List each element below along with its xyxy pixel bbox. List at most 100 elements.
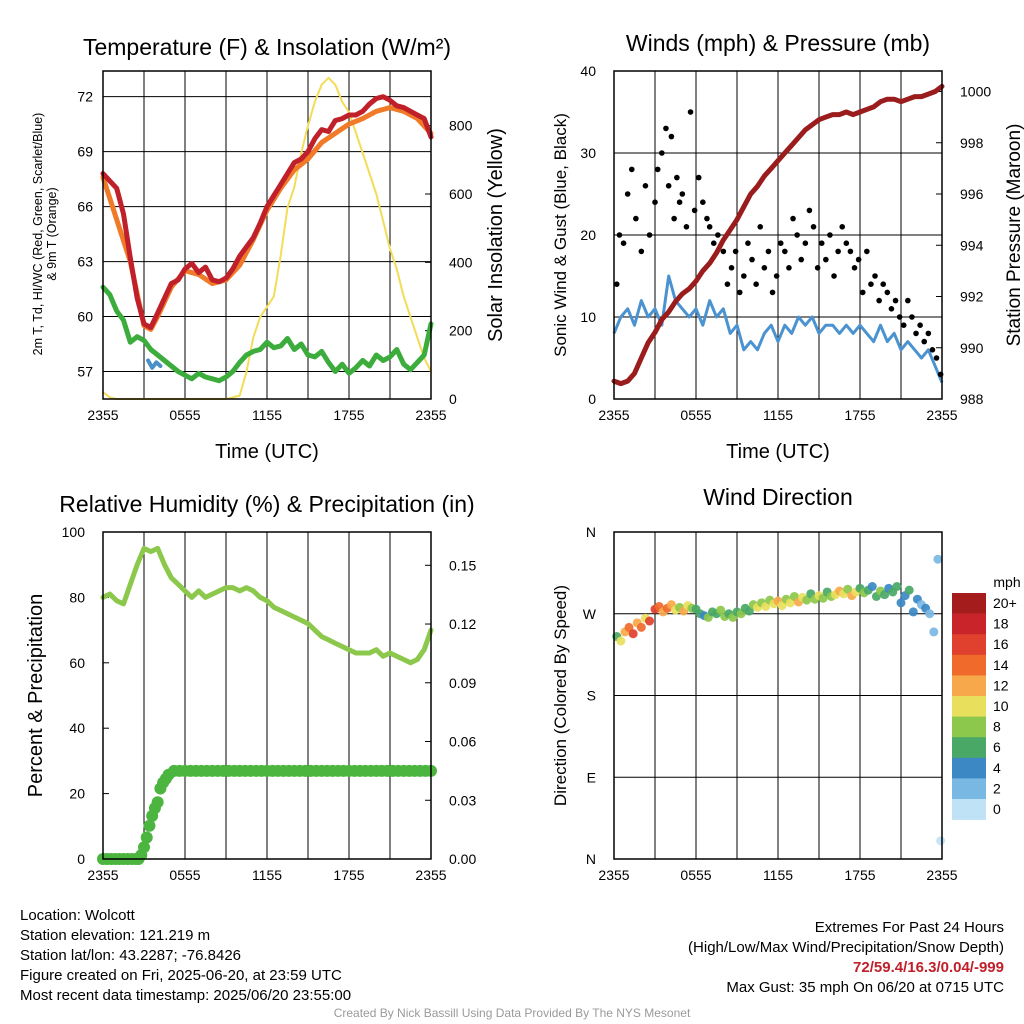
legend-title: mph [993,574,1020,590]
wind-gust-point [831,273,837,279]
wind-gust-point [823,256,829,263]
panel-wind: Winds (mph) & Pressure (mb) 2355 0555 1155 1… [551,30,1024,463]
wind-gust-point [683,224,690,230]
wdir-point [802,595,812,605]
wind-gust-point [724,281,731,288]
credit-text: Created By Nick Bassill Using Data Provi… [333,1006,691,1020]
wdir-ylabel: Direction (Colored By Speed) [551,585,570,806]
rh-precip-point [151,796,164,809]
wind-gust-point [773,273,780,279]
wind-gust-point [628,166,635,173]
rh-x-tick-label: 0555 [169,867,200,883]
wind-gust-point [753,281,759,288]
wind-y2-tick-label: 996 [960,186,984,202]
wdir-point [616,636,626,646]
wdir-point [761,601,771,611]
wind-gust-point [757,224,764,230]
wind-gust-point [835,248,841,255]
wind-gust-point [790,215,796,222]
wind-gust-point [843,240,850,246]
wind-gust-point [674,174,680,181]
wind-gust-point [900,322,907,329]
legend-label: 4 [993,760,1001,776]
wind-gust-point [872,273,878,279]
wind-series-speed [612,274,944,384]
wind-gust-point [769,289,776,296]
wind-gust-point [782,248,788,255]
temp-series-dewpoint [100,284,434,384]
wind-gust-point [745,240,751,246]
wdir-point [785,598,795,608]
rh-y-tick-label: 40 [69,720,85,736]
max-gust-text: Max Gust: 35 mph On 06/20 at 0715 UTC [726,979,1004,996]
wind-gust-point [847,248,854,255]
temp-series-wc_blue [146,358,163,370]
wind-y2-tick-label: 988 [960,391,984,407]
wind-gust-point [786,265,792,271]
wdir-point [867,582,877,591]
legend-label: 8 [993,719,1001,735]
rh-y-tick-label: 0 [77,851,85,867]
wind-gust-point [855,256,862,263]
location-text: Location: Wolcott [20,907,135,924]
temp-xlabel: Time (UTC) [215,441,319,463]
wind-y-tick-label: 0 [588,391,596,407]
temp-y-tick-label: 60 [77,309,93,325]
rh-y2-tick-label: 0.06 [449,734,476,750]
wind-gust-point [642,183,649,189]
wdir-point [818,593,828,603]
legend-swatch [952,593,986,614]
panel-rh: Relative Humidity (%) & Precipitation (i… [25,491,476,883]
wind-gust-point [710,240,717,246]
wind-gust-point [896,314,903,320]
elevation-text: Station elevation: 121.219 m [20,927,211,944]
wind-gust-point [761,265,768,271]
legend-swatch [952,716,986,738]
wind-gust-point [864,248,870,255]
wind-gust-point [715,232,721,238]
wind-gust-point [652,199,658,205]
legend-swatch [952,799,986,820]
wind-gust-point [925,330,932,337]
temp-y-tick-label: 57 [77,364,93,380]
wind-gust-point [646,232,653,238]
rh-y-tick-label: 60 [69,655,85,671]
temp-title: Temperature (F) & Insolation (W/m²) [83,34,451,60]
latlon-text: Station lat/lon: 43.2287; -76.8426 [20,947,242,964]
wind-gust-point [633,215,639,222]
wdir-y-tick-label: N [586,524,596,540]
legend-swatch [952,654,986,676]
wind-x-tick-label: 1155 [763,407,793,423]
rh-x-tick-label: 1755 [333,867,364,883]
temp-frame [102,70,432,400]
wind-gust-point [620,240,627,246]
wdir-x-tick-label: 2355 [926,867,957,883]
wind-y-tick-label: 40 [580,63,596,79]
wdir-point [716,605,726,615]
wind-gust-point [624,191,631,197]
wind-gust-point [668,133,675,140]
rh-y2-tick-label: 0.00 [449,851,476,867]
panel-temp: Temperature (F) & Insolation (W/m²)2355 0… [31,34,507,463]
extremes-subtitle: (High/Low/Max Wind/Precipitation/Snow De… [688,939,1004,956]
wind-gust-point [659,150,665,156]
temp-x-tick-label: 1755 [333,407,364,423]
rh-ylabel: Percent & Precipitation [25,594,47,797]
wdir-point [929,627,939,637]
wind-title: Winds (mph) & Pressure (mb) [626,30,930,56]
wind-gust-point [654,166,661,173]
wind-y2-tick-label: 998 [960,135,984,151]
wind-gust-point [884,289,891,296]
wind-gust-point [814,265,821,271]
wind-gust-point [749,256,755,263]
temp-y2-tick-label: 200 [449,323,473,339]
rh-y2-tick-label: 0.03 [449,792,476,808]
temp-series-temp [100,94,434,330]
wind-frame [613,70,943,400]
wind-xlabel: Time (UTC) [726,441,830,463]
wind-gust-point [700,199,706,205]
rh-x-tick-label: 1155 [252,867,282,883]
wind-x-tick-label: 2355 [926,407,957,423]
wind-gust-point [616,232,623,238]
wind-ylabel: Sonic Wind & Gust (Blue, Black) [551,113,570,357]
